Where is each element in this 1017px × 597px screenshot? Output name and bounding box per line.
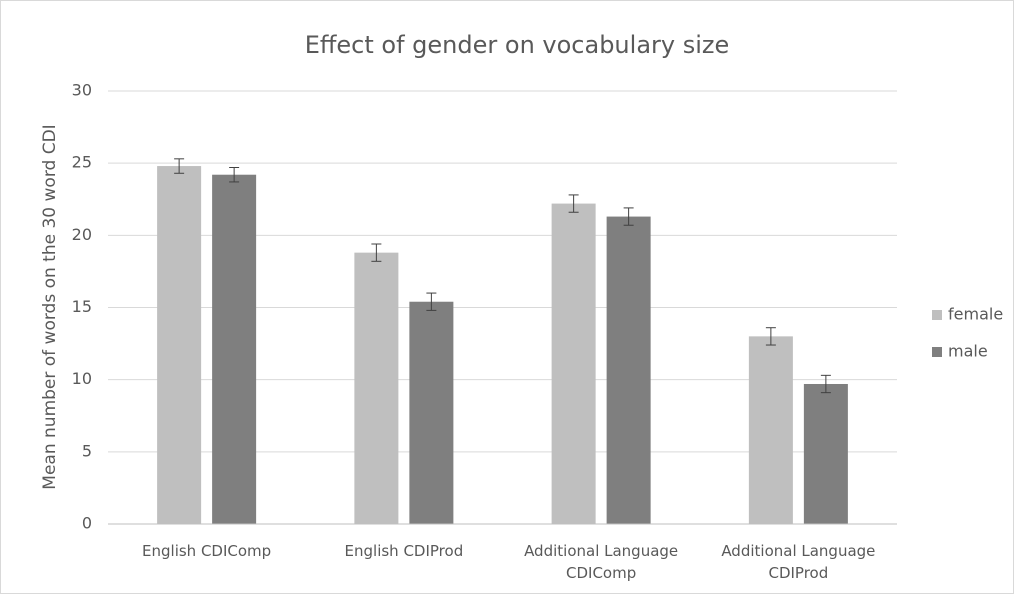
bar [748,336,793,524]
legend-label: male [948,342,988,361]
error-bar [623,207,634,226]
y-tick-label: 25 [72,153,92,172]
y-tick-label: 5 [82,441,92,460]
y-tick-label: 15 [72,297,92,316]
error-bar [371,243,382,262]
bar [354,252,399,525]
bar [606,216,651,524]
error-bar [765,327,776,346]
y-tick-label: 30 [72,81,92,100]
y-tick-label: 10 [72,369,92,388]
error-bar [426,292,437,311]
x-tick-label: Additional Language CDIProd [721,542,876,582]
y-tick-label: 0 [82,514,92,533]
bar [212,174,257,525]
error-bar [174,158,185,174]
bar [157,166,202,524]
x-tick-label: English CDIProd [344,542,464,560]
error-bar [820,374,831,394]
legend-swatch [932,310,942,320]
bar [409,301,454,524]
x-tick-label: English CDIComp [142,542,272,560]
legend-label: female [948,305,1003,324]
error-bar [229,166,240,183]
bar [551,203,596,524]
error-bar [568,194,579,213]
y-axis-label: Mean number of words on the 30 word CDI [40,124,60,489]
x-tick-label: Additional Language CDIComp [524,542,679,582]
bar [803,383,848,524]
chart-title: Effect of gender on vocabulary size [305,31,730,59]
legend-swatch [932,347,942,357]
y-tick-label: 20 [72,225,92,244]
